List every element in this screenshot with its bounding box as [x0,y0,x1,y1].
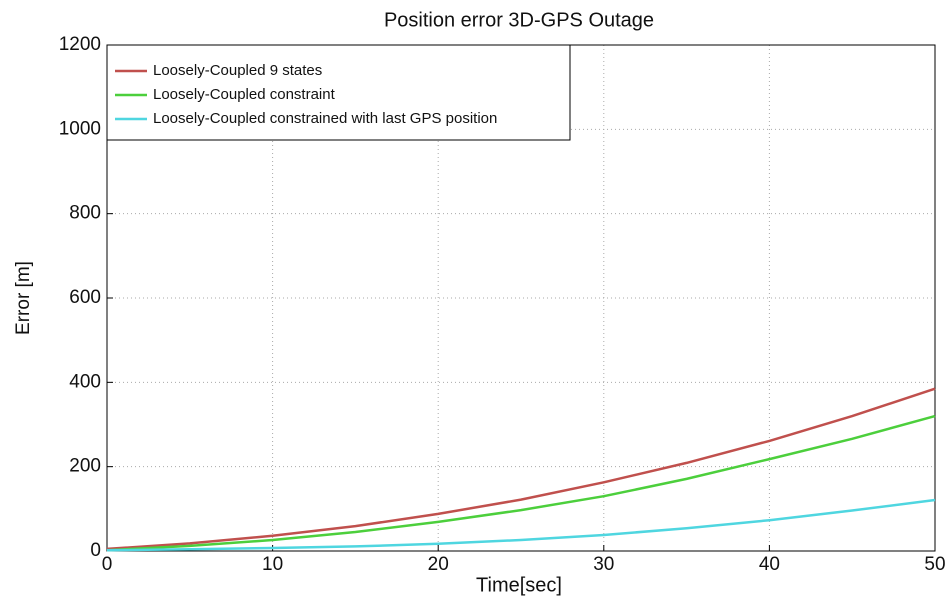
series-line [106,498,936,552]
y-tick-label: 400 [69,371,101,392]
legend-label: Loosely-Coupled constraint [153,86,336,103]
x-tick-label: 40 [759,554,780,575]
y-tick-label: 0 [90,540,101,561]
legend-label: Loosely-Coupled constrained with last GP… [153,110,497,127]
x-tick-label: 10 [262,554,283,575]
legend-box [106,44,571,141]
x-tick-label: 30 [593,554,614,575]
x-axis-label: Time[sec] [476,574,562,596]
y-axis-label: Error [m] [13,261,34,335]
x-tick-label: 50 [924,554,945,575]
legend-label: Loosely-Coupled 9 states [153,62,322,79]
x-tick-label: 20 [428,554,449,575]
y-tick-label: 200 [69,456,101,477]
y-tick-label: 1000 [59,118,101,139]
series-line [106,414,936,552]
y-tick-label: 600 [69,287,101,308]
y-tick-label: 1200 [59,34,101,55]
x-tick-label: 0 [102,554,113,575]
chart-title: Position error 3D-GPS Outage [384,9,654,31]
series-line [106,387,936,551]
y-tick-label: 800 [69,203,101,224]
